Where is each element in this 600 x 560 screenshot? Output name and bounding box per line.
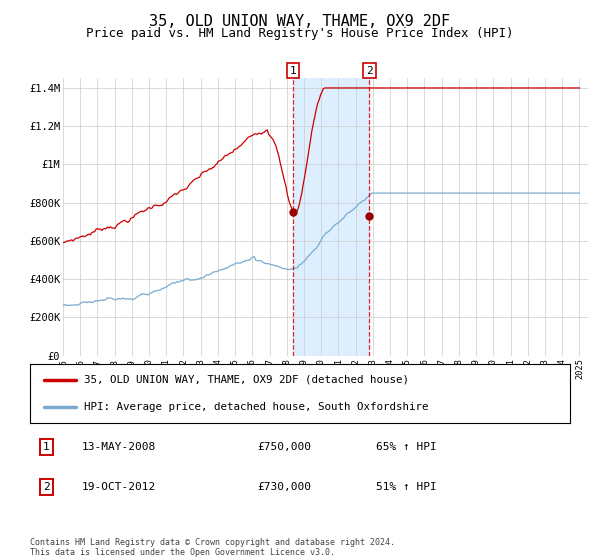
Text: HPI: Average price, detached house, South Oxfordshire: HPI: Average price, detached house, Sout… [84, 402, 428, 412]
Text: 51% ↑ HPI: 51% ↑ HPI [376, 482, 436, 492]
Text: 2: 2 [366, 66, 373, 76]
Text: 1: 1 [290, 66, 296, 76]
Text: Contains HM Land Registry data © Crown copyright and database right 2024.
This d: Contains HM Land Registry data © Crown c… [30, 538, 395, 557]
Text: £750,000: £750,000 [257, 442, 311, 452]
Text: 35, OLD UNION WAY, THAME, OX9 2DF (detached house): 35, OLD UNION WAY, THAME, OX9 2DF (detac… [84, 375, 409, 385]
Text: 65% ↑ HPI: 65% ↑ HPI [376, 442, 436, 452]
Text: Price paid vs. HM Land Registry's House Price Index (HPI): Price paid vs. HM Land Registry's House … [86, 27, 514, 40]
Text: £730,000: £730,000 [257, 482, 311, 492]
Text: 1: 1 [43, 442, 50, 452]
Text: 19-OCT-2012: 19-OCT-2012 [82, 482, 155, 492]
Text: 35, OLD UNION WAY, THAME, OX9 2DF: 35, OLD UNION WAY, THAME, OX9 2DF [149, 14, 451, 29]
Text: 2: 2 [43, 482, 50, 492]
Text: 13-MAY-2008: 13-MAY-2008 [82, 442, 155, 452]
Bar [293, 78, 370, 356]
